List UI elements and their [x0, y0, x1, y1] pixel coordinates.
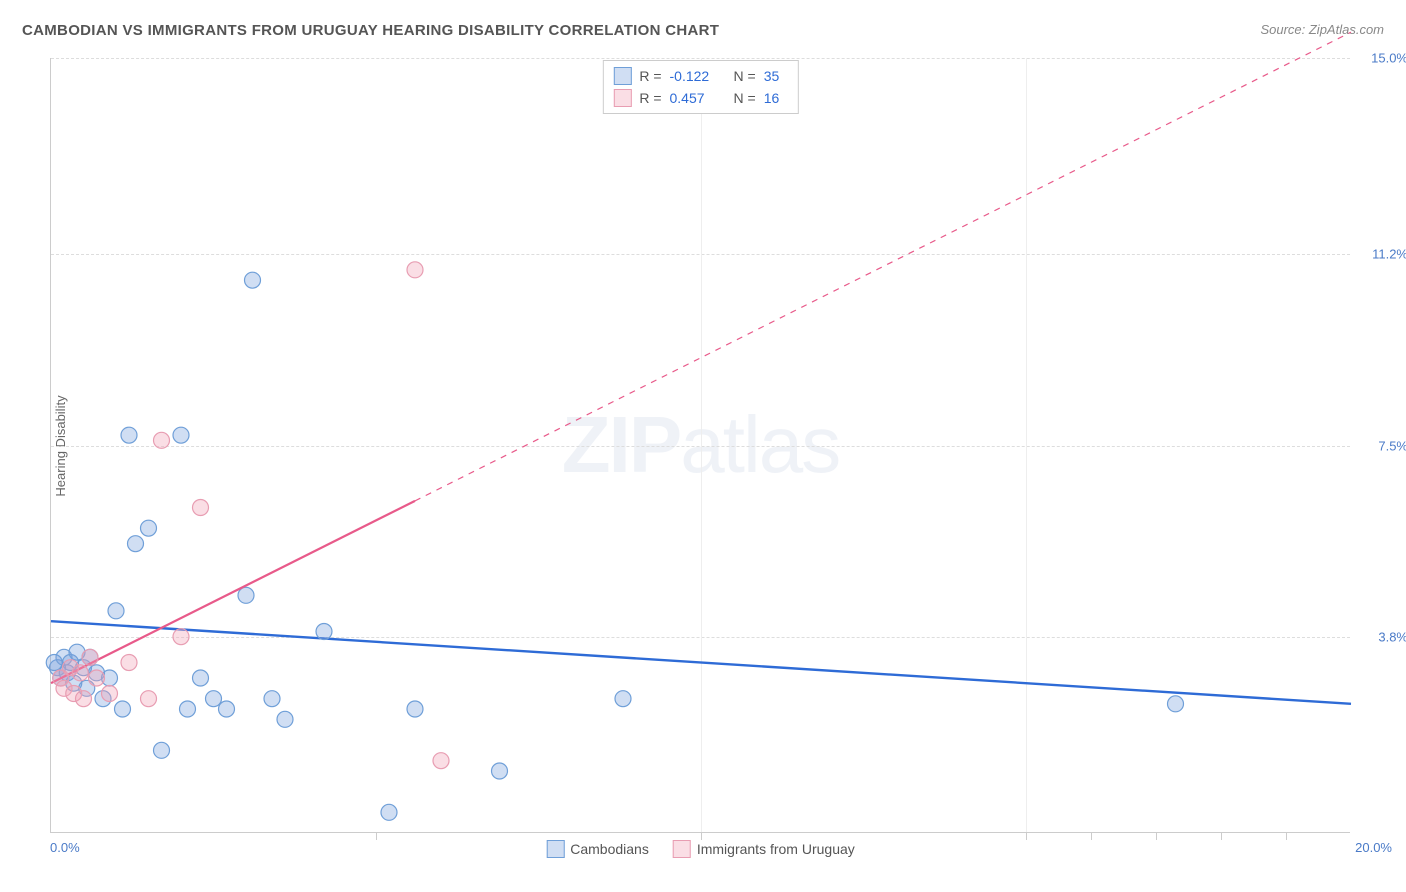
data-point: [238, 587, 254, 603]
regression-line: [51, 501, 415, 683]
legend-row: R = -0.122 N = 35: [613, 65, 787, 87]
r-value: 0.457: [670, 90, 720, 106]
data-point: [154, 432, 170, 448]
legend-swatch: [546, 840, 564, 858]
legend-row: R = 0.457 N = 16: [613, 87, 787, 109]
data-point: [173, 427, 189, 443]
r-label: R =: [639, 68, 661, 84]
n-value: 35: [764, 68, 788, 84]
x-tick: [1026, 832, 1027, 840]
data-point: [277, 711, 293, 727]
data-point: [407, 262, 423, 278]
data-point: [115, 701, 131, 717]
r-label: R =: [639, 90, 661, 106]
data-point: [206, 691, 222, 707]
data-point: [121, 655, 137, 671]
n-label: N =: [734, 90, 756, 106]
legend-item: Immigrants from Uruguay: [673, 840, 855, 858]
n-label: N =: [734, 68, 756, 84]
data-point: [154, 742, 170, 758]
source-attribution: Source: ZipAtlas.com: [1260, 22, 1384, 37]
legend-swatch: [673, 840, 691, 858]
y-tick-label: 7.5%: [1378, 438, 1406, 453]
data-point: [433, 753, 449, 769]
data-point: [121, 427, 137, 443]
x-tick: [376, 832, 377, 840]
data-point: [1168, 696, 1184, 712]
data-point: [316, 624, 332, 640]
regression-line: [51, 621, 1351, 704]
data-point: [381, 804, 397, 820]
y-tick-label: 3.8%: [1378, 629, 1406, 644]
legend-swatch: [613, 67, 631, 85]
legend-swatch: [613, 89, 631, 107]
data-point: [72, 665, 88, 681]
x-axis-origin-label: 0.0%: [50, 840, 80, 855]
data-point: [76, 691, 92, 707]
y-tick-label: 15.0%: [1371, 51, 1406, 66]
data-point: [219, 701, 235, 717]
data-point: [193, 670, 209, 686]
n-value: 16: [764, 90, 788, 106]
plot-area: ZIPatlas 3.8%7.5%11.2%15.0% R =-0.122N =…: [50, 58, 1350, 833]
data-point: [108, 603, 124, 619]
y-tick-label: 11.2%: [1372, 247, 1406, 262]
x-tick: [1221, 832, 1222, 840]
r-value: -0.122: [670, 68, 720, 84]
correlation-legend: R = -0.122 N = 35 R = 0.457 N = 16: [602, 60, 798, 114]
data-point: [82, 649, 98, 665]
data-point: [193, 500, 209, 516]
data-point: [180, 701, 196, 717]
data-point: [128, 536, 144, 552]
chart-svg: [51, 58, 1350, 832]
x-tick: [1091, 832, 1092, 840]
data-point: [245, 272, 261, 288]
data-point: [102, 686, 118, 702]
series-legend: Cambodians Immigrants from Uruguay: [546, 840, 855, 858]
x-tick: [1156, 832, 1157, 840]
data-point: [492, 763, 508, 779]
legend-label: Immigrants from Uruguay: [697, 841, 855, 857]
data-point: [46, 655, 62, 671]
data-point: [407, 701, 423, 717]
x-tick: [701, 832, 702, 840]
x-tick: [1286, 832, 1287, 840]
x-axis-max-label: 20.0%: [1355, 840, 1392, 855]
data-point: [173, 629, 189, 645]
legend-label: Cambodians: [570, 841, 649, 857]
chart-title: CAMBODIAN VS IMMIGRANTS FROM URUGUAY HEA…: [22, 22, 719, 39]
data-point: [89, 670, 105, 686]
data-point: [141, 691, 157, 707]
data-point: [264, 691, 280, 707]
data-point: [141, 520, 157, 536]
legend-item: Cambodians: [546, 840, 649, 858]
data-point: [615, 691, 631, 707]
regression-line-dashed: [415, 32, 1351, 501]
